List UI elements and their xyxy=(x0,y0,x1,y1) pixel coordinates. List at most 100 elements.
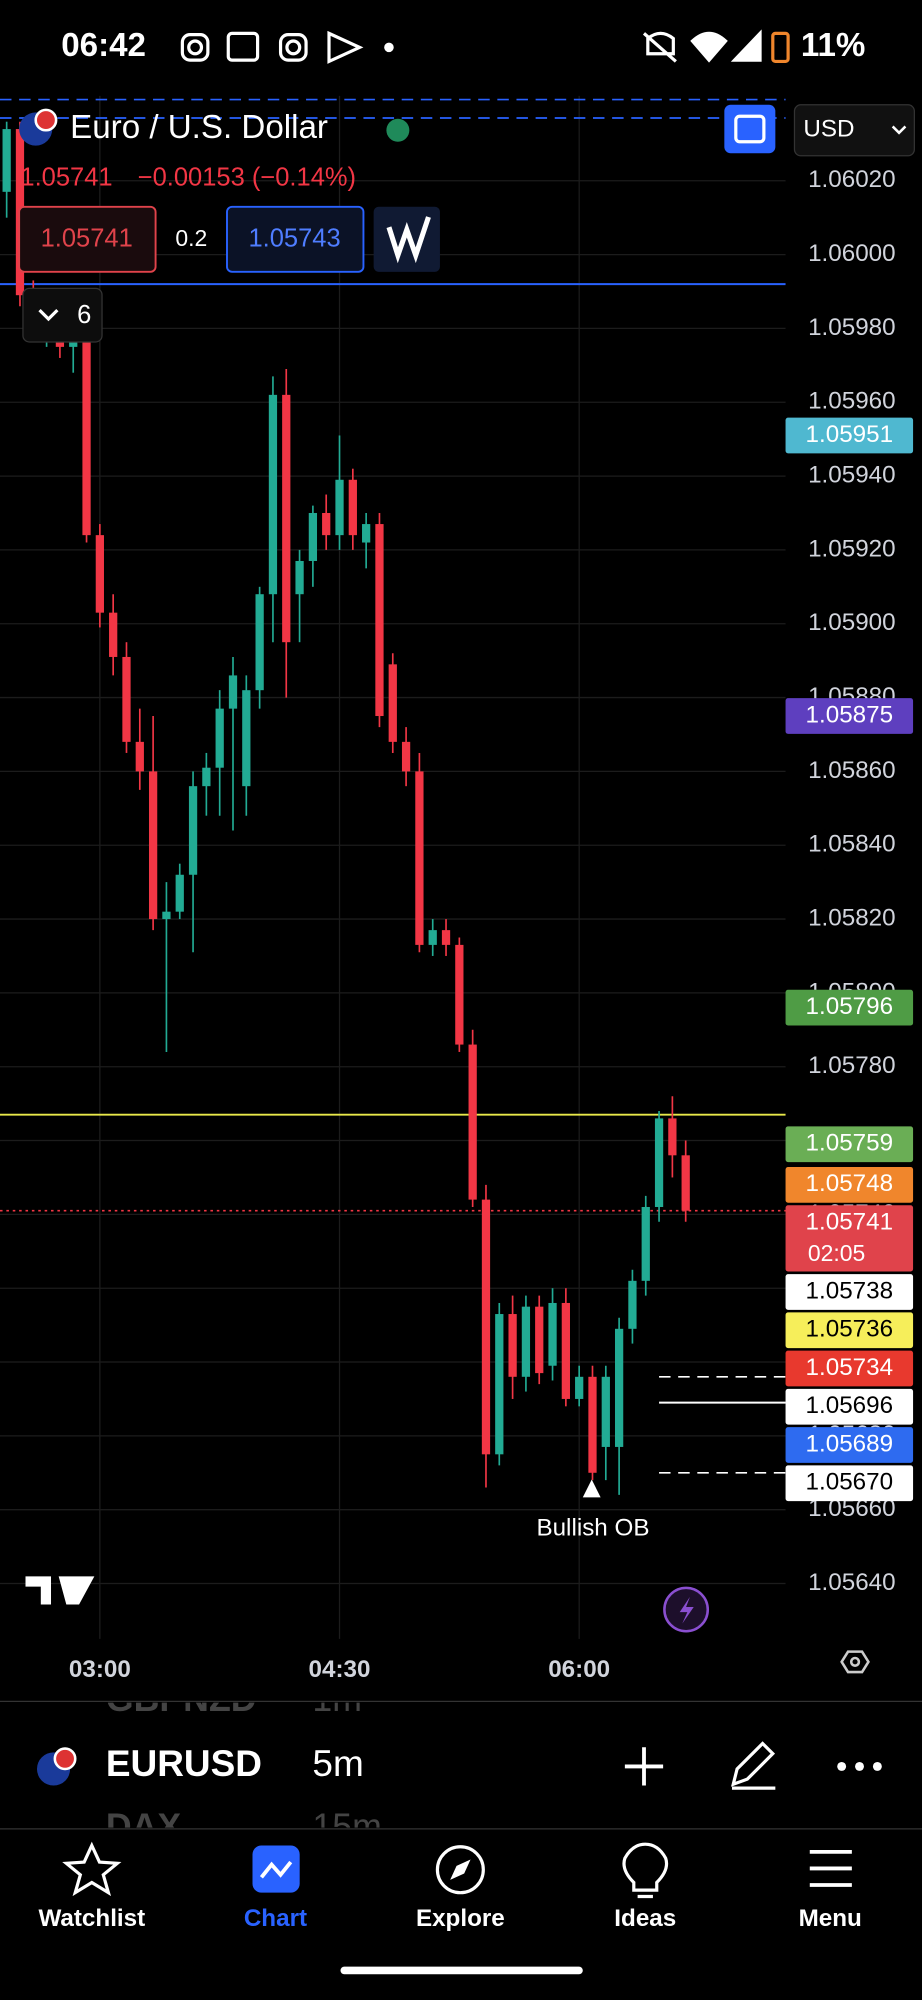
sell-price: 1.05741 xyxy=(41,225,133,253)
price-tag xyxy=(785,1274,914,1310)
more-button[interactable] xyxy=(837,1761,882,1771)
nav-label[interactable]: Ideas xyxy=(614,1905,676,1932)
x-tick-label: 06:00 xyxy=(548,1656,610,1683)
price-tag xyxy=(785,698,914,734)
annotation: Bullish OB xyxy=(536,1515,649,1542)
candle-body xyxy=(548,1302,557,1366)
candle-body xyxy=(428,930,437,945)
nav-label[interactable]: Explore xyxy=(416,1905,505,1932)
candle-body xyxy=(601,1376,610,1447)
buy-button[interactable] xyxy=(226,205,365,273)
candle-body xyxy=(521,1306,531,1377)
explore-icon[interactable] xyxy=(435,1845,485,1895)
price-tag xyxy=(785,1126,914,1163)
ob-marker xyxy=(582,1479,601,1498)
draw-button[interactable] xyxy=(730,1741,776,1790)
fullscreen-icon xyxy=(734,114,766,144)
price-tag xyxy=(785,1166,914,1203)
y-tick-label: 1.05900 xyxy=(808,609,896,636)
symbol[interactable]: EURUSD xyxy=(106,1743,262,1784)
candle-body xyxy=(415,771,424,945)
candle-body xyxy=(215,708,224,768)
clock: 06:42 xyxy=(61,27,146,64)
tv-logo xyxy=(25,1576,95,1605)
battery-level: 11% xyxy=(801,27,866,64)
price-tag xyxy=(785,1465,914,1502)
settings-button[interactable] xyxy=(840,1650,870,1674)
indicators-toggle[interactable] xyxy=(22,287,103,343)
lightning-icon xyxy=(679,1596,694,1624)
indicators-count: 6 xyxy=(77,301,91,329)
price-tag xyxy=(785,1388,914,1425)
explore-needle xyxy=(450,1859,471,1880)
ideas-icon[interactable] xyxy=(622,1842,669,1899)
price-tag-label: 1.05689 xyxy=(806,1430,894,1457)
price-tag-label: 1.05748 xyxy=(806,1170,894,1197)
candle-body xyxy=(162,911,171,920)
symbol-flag-us xyxy=(34,108,58,132)
watchlist-icon[interactable] xyxy=(62,1841,122,1897)
price-tag xyxy=(785,417,914,454)
candle-body xyxy=(82,328,91,536)
price-tag-label: 1.05736 xyxy=(806,1316,894,1343)
price-tag-label: 1.05738 xyxy=(806,1277,894,1304)
y-tick-label: 1.06020 xyxy=(808,166,896,193)
currency-select[interactable] xyxy=(793,104,915,157)
y-tick-label: 1.05980 xyxy=(808,314,896,341)
candle-body xyxy=(441,930,451,945)
price-tag-label: 1.05951 xyxy=(806,421,894,448)
broker-button[interactable] xyxy=(373,206,440,272)
candle-body xyxy=(188,786,198,875)
y-tick-label: 1.05640 xyxy=(808,1569,896,1596)
interval[interactable]: 5m xyxy=(312,1743,363,1784)
candle-body xyxy=(508,1314,517,1377)
prev-symbol: GBPNZD xyxy=(106,1679,257,1719)
price-tag xyxy=(785,1205,914,1272)
y-tick-label: 1.05840 xyxy=(808,831,896,858)
fullscreen-button[interactable] xyxy=(724,104,776,154)
candle-body xyxy=(148,771,158,920)
next-symbol: DAX xyxy=(106,1806,182,1846)
y-tick-label: 1.05960 xyxy=(808,388,896,415)
symbol-picker: GBPNZD 1m DAX 15m xyxy=(106,1679,382,1846)
sell-button[interactable] xyxy=(18,205,157,273)
candle-body xyxy=(401,741,411,772)
nav-label[interactable]: Menu xyxy=(799,1905,862,1932)
nav-label[interactable]: Watchlist xyxy=(38,1905,145,1932)
x-tick-label: 04:30 xyxy=(309,1656,371,1683)
nav-label[interactable]: Chart xyxy=(244,1905,307,1932)
candle-body xyxy=(588,1376,597,1473)
candle-body xyxy=(122,656,131,742)
price-change: −0.00153 (−0.14%) xyxy=(138,163,356,191)
candle-body xyxy=(202,767,211,787)
price-tag-label: 1.05670 xyxy=(806,1469,894,1496)
buy-price: 1.05743 xyxy=(248,225,340,253)
price-tag-label: 1.05759 xyxy=(806,1130,894,1157)
candle-body xyxy=(535,1306,544,1374)
candle-body xyxy=(228,675,238,709)
add-button[interactable] xyxy=(624,1747,664,1786)
currency-caret xyxy=(891,125,907,135)
candle-body xyxy=(175,874,184,912)
candle-body xyxy=(282,394,291,643)
candle-body xyxy=(135,741,144,772)
menu-icon[interactable] xyxy=(809,1849,852,1887)
last-price: 1.05741 xyxy=(20,163,112,191)
candle-body xyxy=(668,1118,677,1156)
y-tick-label: 1.05920 xyxy=(808,535,896,562)
price-tag-timer: 02:05 xyxy=(808,1240,865,1266)
candle-body xyxy=(481,1199,491,1455)
symbol-title: Euro / U.S. Dollar xyxy=(70,109,328,146)
settings-icon xyxy=(849,1656,861,1667)
candle-body xyxy=(628,1280,637,1329)
candle-body xyxy=(455,944,464,1045)
price-tag xyxy=(785,989,914,1026)
market-open-dot xyxy=(386,118,410,142)
price-tag-label: 1.05796 xyxy=(806,993,894,1020)
next-interval: 15m xyxy=(312,1806,381,1846)
candle-body xyxy=(641,1206,650,1281)
price-tag xyxy=(785,1427,914,1463)
